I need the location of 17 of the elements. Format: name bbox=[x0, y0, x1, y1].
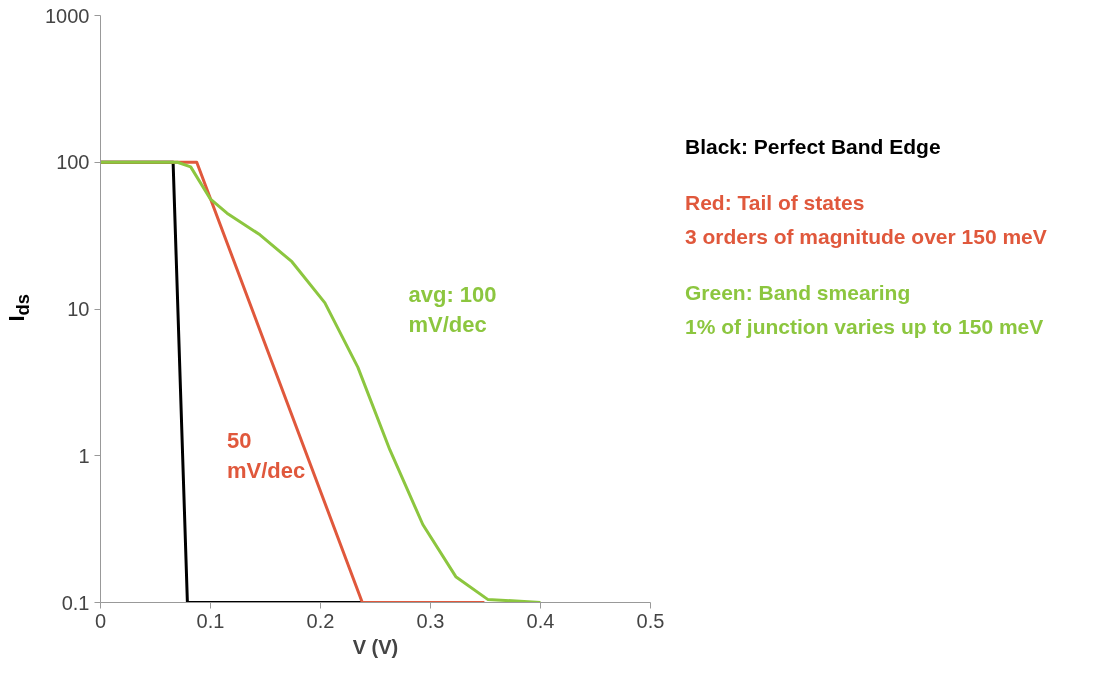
x-tick-label: 0.5 bbox=[636, 609, 665, 632]
annotation: 50 mV/dec bbox=[227, 428, 306, 484]
annotation: avg: 100 mV/dec bbox=[408, 281, 497, 337]
text: Black: Perfect Band Edge bbox=[685, 134, 942, 160]
y-tick-label: 1000 bbox=[45, 4, 90, 27]
x-tick-label: 0.4 bbox=[526, 609, 555, 632]
x-axis-title: V (V) bbox=[352, 635, 399, 658]
x-tick-label: 0.3 bbox=[416, 609, 445, 632]
x-tick-label: 0 bbox=[94, 609, 107, 632]
text: Green: Band smearing 1% of junction varies up to 150 meV bbox=[685, 280, 1045, 340]
y-tick-label: 10 bbox=[67, 298, 90, 320]
y-tick-label: 0.1 bbox=[61, 591, 90, 614]
y-tick-label: 1 bbox=[78, 444, 90, 467]
x-tick-label: 0.1 bbox=[196, 609, 225, 632]
y-tick-label: 100 bbox=[56, 151, 90, 174]
x-tick-label: 0.2 bbox=[306, 609, 335, 632]
text: Red: Tail of states 3 orders of magnitude over 150 meV bbox=[685, 190, 1047, 250]
